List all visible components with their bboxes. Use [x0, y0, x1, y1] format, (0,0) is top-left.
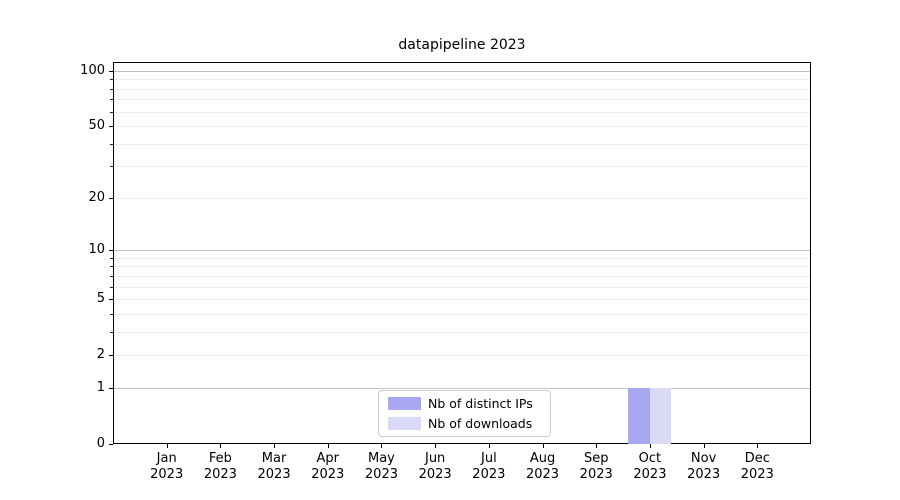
- gridline-minor: [114, 88, 810, 90]
- y-tick: [109, 355, 113, 357]
- x-tick-label: Feb 2023: [203, 451, 237, 482]
- gridline-major: [114, 71, 810, 72]
- x-tick-label: Apr 2023: [311, 451, 345, 482]
- y-minor-tick: [110, 257, 113, 259]
- y-tick-label: 2: [96, 347, 105, 363]
- x-tick: [488, 444, 490, 448]
- x-tick: [327, 444, 329, 448]
- y-minor-tick: [110, 286, 113, 288]
- y-minor-tick: [110, 313, 113, 315]
- gridline-minor: [114, 99, 810, 101]
- legend-item-downloads: Nb of downloads: [388, 415, 541, 432]
- x-tick-label: Jul 2023: [472, 451, 506, 482]
- gridline-minor: [114, 313, 810, 315]
- legend-swatch-downloads: [388, 417, 421, 430]
- gridline-minor: [114, 299, 810, 301]
- plot-area: [113, 62, 811, 444]
- y-minor-tick: [110, 275, 113, 277]
- x-tick: [274, 444, 276, 448]
- y-tick: [109, 387, 113, 389]
- x-tick: [166, 444, 168, 448]
- x-tick: [596, 444, 598, 448]
- y-minor-tick: [110, 166, 113, 168]
- y-minor-tick: [110, 143, 113, 145]
- gridline-minor: [114, 355, 810, 357]
- y-minor-tick: [110, 331, 113, 333]
- y-tick-label: 20: [88, 189, 105, 205]
- bar-downloads: [649, 387, 672, 444]
- y-tick: [109, 299, 113, 301]
- x-tick: [381, 444, 383, 448]
- x-tick: [220, 444, 222, 448]
- x-tick: [757, 444, 759, 448]
- x-tick-label: Aug 2023: [525, 451, 560, 482]
- y-tick: [109, 126, 113, 128]
- gridline-minor: [114, 126, 810, 128]
- x-tick-label: Sep 2023: [579, 451, 613, 482]
- y-tick-label: 1: [96, 379, 105, 395]
- gridline-minor: [114, 286, 810, 288]
- gridline-minor: [114, 197, 810, 199]
- legend: Nb of distinct IPs Nb of downloads: [378, 390, 551, 437]
- y-tick-label: 5: [96, 291, 105, 307]
- x-tick-label: Nov 2023: [687, 451, 721, 482]
- gridline-minor: [114, 331, 810, 333]
- legend-swatch-distinct-ips: [388, 397, 421, 410]
- x-tick-label: Jan 2023: [150, 451, 184, 482]
- gridline-major: [114, 387, 810, 389]
- gridline-minor: [114, 275, 810, 277]
- y-minor-tick: [110, 79, 113, 81]
- y-minor-tick: [110, 266, 113, 268]
- y-minor-tick: [110, 111, 113, 113]
- y-tick-label: 10: [88, 242, 105, 258]
- x-tick: [542, 444, 544, 448]
- x-tick-label: May 2023: [364, 451, 398, 482]
- y-minor-tick: [110, 99, 113, 101]
- x-tick: [435, 444, 437, 448]
- legend-item-distinct-ips: Nb of distinct IPs: [388, 395, 541, 412]
- legend-label-distinct-ips: Nb of distinct IPs: [428, 396, 533, 411]
- gridline-minor: [114, 257, 810, 259]
- x-tick-label: Mar 2023: [257, 451, 291, 482]
- y-tick-label: 100: [80, 63, 105, 78]
- gridline-minor: [114, 166, 810, 168]
- y-tick: [109, 71, 113, 72]
- x-tick-label: Dec 2023: [740, 451, 774, 482]
- x-tick-label: Oct 2023: [633, 451, 667, 482]
- x-tick: [703, 444, 705, 448]
- gridline-minor: [114, 79, 810, 81]
- y-tick: [109, 250, 113, 252]
- chart-title: datapipeline 2023: [398, 37, 526, 53]
- y-minor-tick: [110, 88, 113, 90]
- y-tick-label: 0: [96, 436, 105, 451]
- gridline-minor: [114, 143, 810, 145]
- x-tick: [649, 444, 651, 448]
- legend-label-downloads: Nb of downloads: [428, 416, 533, 431]
- x-tick-label: Jun 2023: [418, 451, 452, 482]
- y-tick: [109, 197, 113, 199]
- bar-distinct-ips: [628, 387, 650, 444]
- gridline-major: [114, 250, 810, 252]
- y-tick: [109, 444, 113, 445]
- gridline-minor: [114, 111, 810, 113]
- y-tick-label: 50: [88, 118, 105, 134]
- gridline-minor: [114, 266, 810, 268]
